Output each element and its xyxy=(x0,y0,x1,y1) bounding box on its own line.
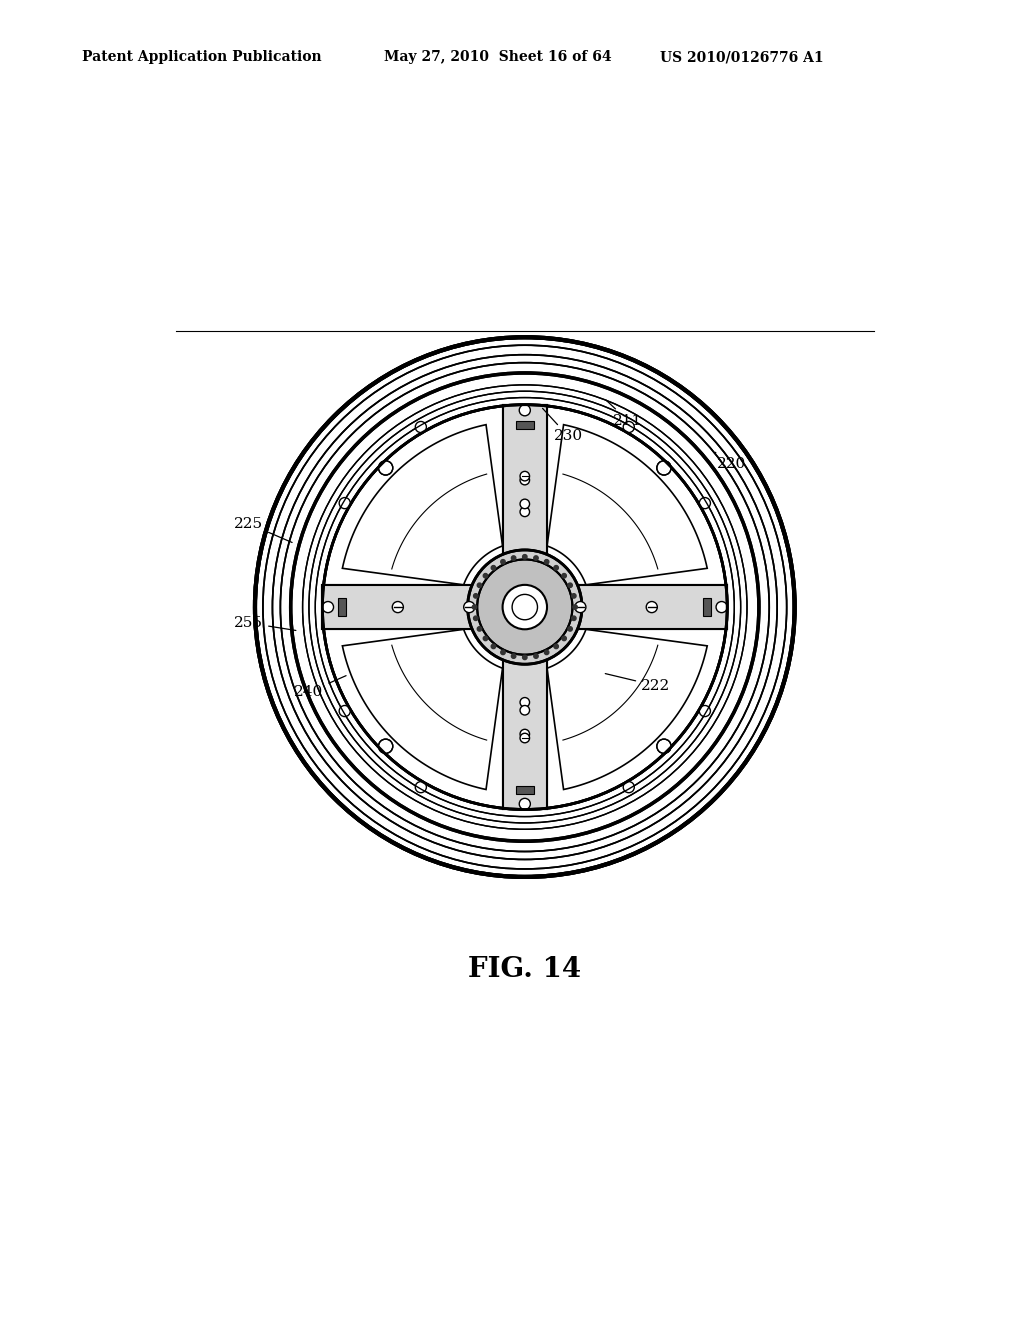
Circle shape xyxy=(656,461,671,475)
Circle shape xyxy=(483,573,487,578)
Circle shape xyxy=(483,636,487,640)
Circle shape xyxy=(571,616,577,620)
Polygon shape xyxy=(547,425,708,585)
Circle shape xyxy=(511,556,516,560)
Bar xyxy=(503,405,547,809)
Circle shape xyxy=(519,799,530,809)
Circle shape xyxy=(568,583,572,587)
Circle shape xyxy=(646,602,657,612)
Bar xyxy=(323,585,727,630)
Circle shape xyxy=(699,705,711,717)
Circle shape xyxy=(501,651,505,655)
Circle shape xyxy=(416,781,426,793)
Text: 220: 220 xyxy=(715,453,745,471)
Circle shape xyxy=(339,498,350,508)
Bar xyxy=(516,785,534,793)
Circle shape xyxy=(572,605,578,610)
Circle shape xyxy=(520,471,529,480)
Bar xyxy=(512,405,538,418)
Circle shape xyxy=(534,653,539,659)
Bar xyxy=(516,421,534,429)
Circle shape xyxy=(545,560,549,564)
Bar xyxy=(503,405,547,809)
Circle shape xyxy=(323,602,334,612)
Circle shape xyxy=(492,644,496,648)
Circle shape xyxy=(574,602,586,612)
Text: 230: 230 xyxy=(543,408,583,444)
Circle shape xyxy=(392,602,403,612)
Bar xyxy=(512,795,538,809)
Text: 225: 225 xyxy=(234,516,292,543)
Circle shape xyxy=(545,651,549,655)
Circle shape xyxy=(519,405,530,416)
Text: May 27, 2010  Sheet 16 of 64: May 27, 2010 Sheet 16 of 64 xyxy=(384,50,611,65)
Circle shape xyxy=(511,653,516,659)
Circle shape xyxy=(534,556,539,560)
Circle shape xyxy=(520,507,529,516)
Circle shape xyxy=(416,421,426,433)
Circle shape xyxy=(477,627,481,631)
Circle shape xyxy=(477,583,481,587)
Circle shape xyxy=(522,655,527,660)
Polygon shape xyxy=(342,630,503,789)
Bar xyxy=(338,598,346,616)
Circle shape xyxy=(464,602,475,612)
Circle shape xyxy=(339,705,350,717)
Circle shape xyxy=(323,405,727,809)
Circle shape xyxy=(554,565,558,570)
Circle shape xyxy=(468,550,582,664)
Circle shape xyxy=(492,565,496,570)
Text: Patent Application Publication: Patent Application Publication xyxy=(82,50,322,65)
Text: FIG. 14: FIG. 14 xyxy=(468,956,582,983)
Circle shape xyxy=(716,602,727,612)
Circle shape xyxy=(501,560,505,564)
Circle shape xyxy=(522,554,527,558)
Circle shape xyxy=(699,498,711,508)
Text: 255: 255 xyxy=(234,616,296,631)
Circle shape xyxy=(512,594,538,620)
Text: US 2010/0126776 A1: US 2010/0126776 A1 xyxy=(660,50,824,65)
Text: 222: 222 xyxy=(605,673,671,693)
Circle shape xyxy=(473,594,478,598)
Circle shape xyxy=(554,644,558,648)
Circle shape xyxy=(379,739,393,754)
Circle shape xyxy=(520,705,529,715)
Circle shape xyxy=(624,421,634,433)
Circle shape xyxy=(520,734,529,743)
Bar xyxy=(713,594,727,620)
Circle shape xyxy=(255,337,795,876)
Polygon shape xyxy=(547,630,708,789)
Circle shape xyxy=(624,781,634,793)
Circle shape xyxy=(477,560,572,655)
Polygon shape xyxy=(342,425,503,585)
Bar xyxy=(323,594,337,620)
Text: 211: 211 xyxy=(606,400,643,428)
Circle shape xyxy=(473,616,478,620)
Circle shape xyxy=(503,585,547,630)
Circle shape xyxy=(520,697,529,708)
Text: 240: 240 xyxy=(294,676,346,700)
Circle shape xyxy=(562,573,566,578)
Circle shape xyxy=(571,594,577,598)
Circle shape xyxy=(472,605,477,610)
Bar xyxy=(323,585,727,630)
Circle shape xyxy=(379,461,393,475)
Circle shape xyxy=(520,499,529,508)
Circle shape xyxy=(562,636,566,640)
Circle shape xyxy=(656,739,671,754)
Circle shape xyxy=(568,627,572,631)
Circle shape xyxy=(520,729,529,739)
Bar xyxy=(703,598,712,616)
Circle shape xyxy=(520,475,529,484)
